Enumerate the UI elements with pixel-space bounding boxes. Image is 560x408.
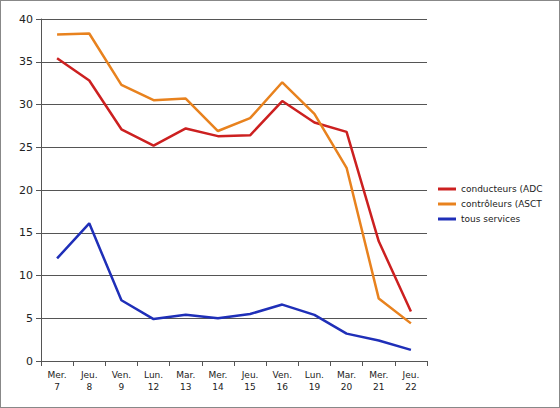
svg-text:30: 30 — [19, 98, 33, 111]
svg-text:contrôleurs (ASCT: contrôleurs (ASCT — [461, 199, 542, 209]
svg-text:22: 22 — [405, 382, 416, 392]
svg-text:Ven.: Ven. — [272, 370, 292, 380]
svg-text:tous services: tous services — [461, 214, 521, 224]
svg-text:14: 14 — [212, 382, 224, 392]
svg-text:20: 20 — [341, 382, 353, 392]
svg-text:9: 9 — [119, 382, 125, 392]
svg-text:Jeu.: Jeu. — [241, 370, 259, 380]
svg-text:Mar.: Mar. — [176, 370, 195, 380]
svg-text:15: 15 — [244, 382, 255, 392]
svg-text:Jeu.: Jeu. — [402, 370, 420, 380]
svg-text:35: 35 — [19, 55, 33, 68]
svg-text:25: 25 — [19, 141, 33, 154]
svg-text:Lun.: Lun. — [144, 370, 163, 380]
svg-text:21: 21 — [373, 382, 384, 392]
svg-text:Mer.: Mer. — [369, 370, 388, 380]
svg-text:15: 15 — [19, 226, 33, 239]
svg-text:Jeu.: Jeu. — [80, 370, 98, 380]
svg-text:Mer.: Mer. — [208, 370, 227, 380]
svg-text:10: 10 — [19, 269, 33, 282]
svg-text:13: 13 — [180, 382, 191, 392]
svg-text:12: 12 — [148, 382, 159, 392]
svg-text:Mar.: Mar. — [337, 370, 356, 380]
svg-text:40: 40 — [19, 13, 33, 26]
svg-text:0: 0 — [26, 355, 33, 368]
svg-text:conducteurs (ADC: conducteurs (ADC — [461, 184, 542, 194]
svg-text:Ven.: Ven. — [112, 370, 132, 380]
svg-text:Mer.: Mer. — [48, 370, 67, 380]
svg-text:16: 16 — [277, 382, 289, 392]
svg-text:5: 5 — [26, 312, 33, 325]
svg-text:20: 20 — [19, 184, 33, 197]
svg-text:Lun.: Lun. — [305, 370, 324, 380]
svg-text:19: 19 — [309, 382, 321, 392]
svg-text:7: 7 — [54, 382, 60, 392]
svg-text:8: 8 — [86, 382, 92, 392]
